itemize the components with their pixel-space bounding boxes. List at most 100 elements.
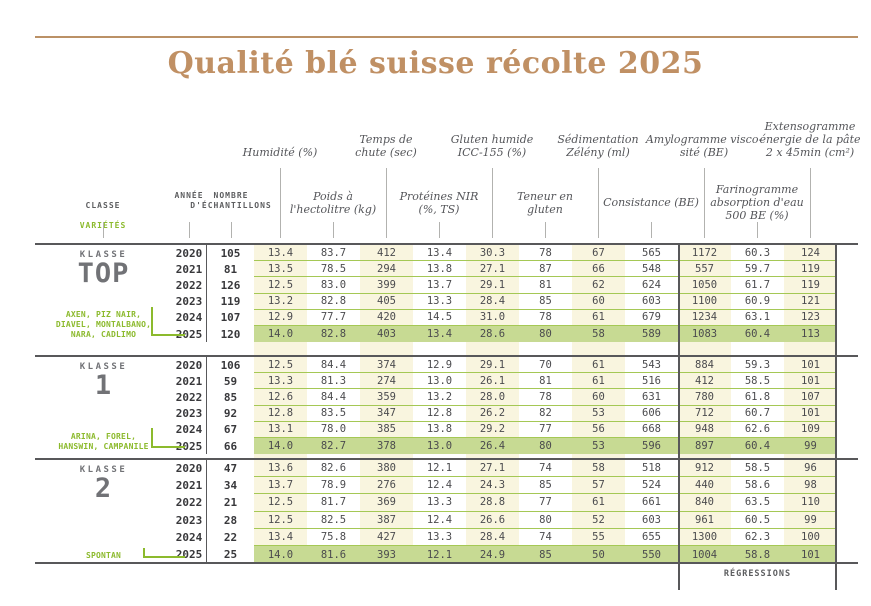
value-cell: 13.2 <box>413 389 466 406</box>
value-cell: 78 <box>519 389 572 406</box>
value-cell: 60.4 <box>731 325 784 343</box>
value-cell: 82.8 <box>307 294 360 310</box>
class-block-2: KLASSE 2 SPONTAN 2020 47 13.6 82.6 380 12.1 27.1 7… <box>35 458 858 564</box>
value-cell: 70 <box>519 357 572 374</box>
year-cell: 2021 <box>172 477 207 495</box>
class-label-cell: KLASSE TOP AXEN, PIZ NAIR, DIAVEL, MONTALB… <box>35 245 172 342</box>
value-cell: 53 <box>572 406 625 422</box>
varieties-bracket-line <box>143 556 185 558</box>
value-cell: 28.6 <box>466 325 519 343</box>
value-cell: 1050 <box>678 277 731 294</box>
value-cell: 80 <box>519 325 572 343</box>
sample-count-cell: 59 <box>223 374 238 388</box>
value-cell: 107 <box>784 389 837 406</box>
class-big-label: 2 <box>94 473 113 504</box>
value-cell: 58 <box>572 460 625 478</box>
header-leader-tick <box>103 222 104 238</box>
column-header-poids-hectolitre: Poids à l'hectolitre (kg) <box>289 190 377 216</box>
value-cell: 668 <box>625 422 678 438</box>
value-cell: 58.6 <box>731 477 784 495</box>
value-cell: 80 <box>519 437 572 455</box>
value-cell: 12.8 <box>413 406 466 422</box>
value-cell: 58 <box>572 325 625 343</box>
value-cell: 13.4 <box>254 529 307 546</box>
value-cell: 100 <box>784 529 837 546</box>
value-cell: 74 <box>519 460 572 478</box>
value-cell: 13.0 <box>413 373 466 390</box>
value-cell: 14.0 <box>254 545 307 564</box>
value-cell: 661 <box>625 494 678 512</box>
year-cell: 2023 <box>172 511 207 529</box>
regressions-box-right-line <box>835 243 837 590</box>
value-cell: 61 <box>572 357 625 374</box>
value-cell: 524 <box>625 477 678 495</box>
value-cell: 26.2 <box>466 406 519 422</box>
value-cell: 12.5 <box>254 357 307 374</box>
year-cell: 2022 <box>172 494 207 512</box>
year-cell: 2024 <box>172 421 207 438</box>
sample-count-cell: 85 <box>223 390 238 404</box>
header-leader-line <box>492 168 493 238</box>
value-cell: 82.6 <box>307 460 360 478</box>
year-cell: 2021 <box>172 373 207 390</box>
value-cell: 655 <box>625 529 678 546</box>
value-cell: 14.0 <box>254 437 307 455</box>
year-cell: 2023 <box>172 405 207 422</box>
value-cell: 1300 <box>678 529 731 546</box>
value-cell: 12.1 <box>413 545 466 564</box>
value-cell: 13.4 <box>413 245 466 262</box>
column-header-proteines-nir: Protéines NIR (%, TS) <box>399 190 479 216</box>
value-cell: 385 <box>360 422 413 438</box>
column-header-nombre: NOMBRE D'ÉCHANTILLONS <box>190 191 272 210</box>
class-label-cell: KLASSE 2 SPONTAN <box>35 460 172 563</box>
value-cell: 123 <box>784 310 837 326</box>
class-big-label: TOP <box>77 258 130 289</box>
value-cell: 78.0 <box>307 422 360 438</box>
value-cell: 13.3 <box>413 294 466 310</box>
value-cell: 399 <box>360 277 413 294</box>
value-cell: 884 <box>678 357 731 374</box>
value-cell: 60 <box>572 389 625 406</box>
value-cell: 81.7 <box>307 494 360 512</box>
header-leader-line <box>704 168 705 238</box>
page-title: Qualité blé suisse récolte 2025 <box>167 46 704 81</box>
value-cell: 380 <box>360 460 413 478</box>
varieties-bracket-line <box>151 446 185 448</box>
value-cell: 359 <box>360 389 413 406</box>
value-cell: 948 <box>678 422 731 438</box>
value-cell: 294 <box>360 261 413 278</box>
value-cell: 412 <box>678 373 731 390</box>
value-cell: 83.5 <box>307 406 360 422</box>
value-cell: 24.3 <box>466 477 519 495</box>
sample-count-cell: 120 <box>220 327 241 341</box>
value-cell: 28.4 <box>466 529 519 546</box>
year-cell: 2025 <box>172 437 207 455</box>
value-cell: 78 <box>519 310 572 326</box>
value-cell: 596 <box>625 437 678 455</box>
varieties-list: AXEN, PIZ NAIR, DIAVEL, MONTALBANO, NARA… <box>55 310 152 340</box>
value-cell: 897 <box>678 437 731 455</box>
value-cell: 516 <box>625 373 678 390</box>
value-cell: 276 <box>360 477 413 495</box>
value-cell: 440 <box>678 477 731 495</box>
value-cell: 59.7 <box>731 261 784 278</box>
header-leader-line <box>280 168 281 238</box>
value-cell: 85 <box>519 477 572 495</box>
year-cell: 2020 <box>172 460 207 478</box>
value-cell: 624 <box>625 277 678 294</box>
value-cell: 12.9 <box>413 357 466 374</box>
value-cell: 101 <box>784 357 837 374</box>
column-header-teneur-gluten: Teneur en gluten <box>516 190 574 216</box>
value-cell: 53 <box>572 437 625 455</box>
value-cell: 543 <box>625 357 678 374</box>
value-cell: 80 <box>519 512 572 529</box>
value-cell: 63.1 <box>731 310 784 326</box>
sample-count-cell: 28 <box>223 513 238 527</box>
value-cell: 81 <box>519 373 572 390</box>
value-cell: 60.9 <box>731 294 784 310</box>
header-leader-tick <box>757 222 758 238</box>
column-header-humidite: Humidité (%) <box>242 146 318 159</box>
column-header-farinogramme: Farinogramme absorption d'eau 500 BE (%) <box>710 183 804 222</box>
year-cell: 2025 <box>172 545 207 564</box>
